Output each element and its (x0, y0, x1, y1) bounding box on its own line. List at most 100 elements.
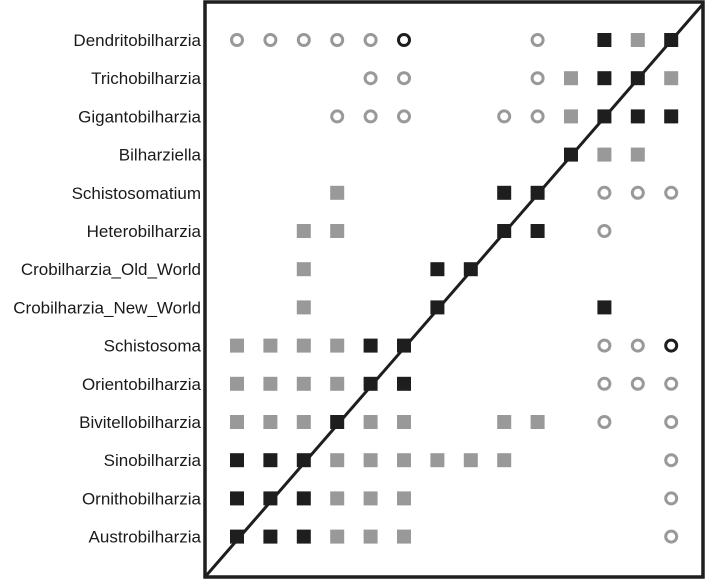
gray-ring-mark (597, 338, 612, 353)
gray-square-mark (330, 338, 345, 353)
taxon-label: Orientobilharzia (82, 375, 202, 394)
black-square-mark (230, 529, 244, 544)
gray-ring-mark (363, 109, 378, 124)
gray-square-mark (564, 109, 578, 124)
gray-ring-mark (630, 376, 645, 391)
gray-square-mark (664, 71, 679, 86)
gray-square-mark (263, 415, 278, 429)
gray-square-mark (263, 338, 278, 353)
black-square-mark (263, 529, 278, 544)
black-square-mark (296, 529, 311, 544)
black-square-mark (597, 71, 612, 86)
gray-square-mark (630, 33, 645, 47)
gray-ring-mark (630, 338, 645, 353)
gray-ring-mark (497, 109, 512, 124)
gray-square-mark (330, 185, 345, 200)
taxon-label: Schistosomatium (72, 184, 201, 203)
gray-ring-mark (397, 109, 411, 124)
gray-square-mark (296, 224, 311, 238)
gray-square-mark (430, 453, 445, 468)
taxon-label: Crobilharzia_New_World (13, 298, 201, 317)
gray-square-mark (564, 71, 578, 86)
gray-ring-mark (363, 71, 378, 86)
taxon-label: Schistosoma (104, 337, 202, 356)
gray-square-mark (263, 376, 278, 391)
gray-square-mark (296, 338, 311, 353)
gray-ring-mark (664, 453, 679, 468)
gray-ring-mark (530, 33, 545, 47)
gray-ring-mark (530, 71, 545, 86)
gray-square-mark (397, 529, 411, 544)
gray-square-mark (363, 529, 378, 544)
gray-ring-mark (597, 185, 612, 200)
taxon-label: Dendritobilharzia (73, 31, 201, 50)
gray-square-mark (363, 415, 378, 429)
black-square-mark (597, 300, 612, 315)
gray-square-mark (296, 415, 311, 429)
black-square-mark (296, 453, 311, 468)
black-square-mark (263, 453, 278, 468)
taxon-label: Bilharziella (119, 146, 202, 165)
black-square-mark (230, 491, 244, 506)
gray-square-mark (363, 453, 378, 468)
gray-square-mark (230, 376, 244, 391)
taxon-labels: Dendritobilharzia Trichobilharzia Gigantob… (13, 31, 201, 547)
gray-square-mark (497, 453, 512, 468)
gray-square-mark (330, 376, 345, 391)
gray-ring-mark (664, 491, 679, 506)
gray-square-mark (330, 529, 345, 544)
gray-square-mark (363, 491, 378, 506)
gray-square-mark (296, 300, 311, 315)
black-square-mark (497, 185, 512, 200)
gray-square-mark (296, 376, 311, 391)
gray-square-mark (530, 415, 545, 429)
black-square-mark (397, 376, 411, 391)
black-square-mark (530, 224, 545, 238)
black-square-mark (230, 453, 244, 468)
gray-square-mark (597, 147, 612, 162)
black-ring-mark (664, 338, 679, 353)
taxon-label: Heterobilharzia (87, 222, 202, 241)
gray-ring-mark (330, 109, 345, 124)
taxon-label: Austrobilharzia (89, 528, 202, 547)
black-square-mark (363, 338, 378, 353)
gray-square-mark (230, 415, 244, 429)
gray-square-mark (497, 415, 512, 429)
gray-square-mark (330, 224, 345, 238)
gray-ring-mark (664, 185, 679, 200)
gray-square-mark (463, 453, 478, 468)
gray-square-mark (230, 338, 244, 353)
gray-ring-mark (630, 185, 645, 200)
gray-ring-mark (263, 33, 278, 47)
gray-square-mark (397, 453, 411, 468)
taxon-label: Sinobilharzia (104, 451, 202, 470)
black-square-mark (597, 33, 612, 47)
black-square-mark (664, 109, 679, 124)
gray-square-mark (630, 147, 645, 162)
gray-ring-mark (597, 415, 612, 429)
matrix-frame (203, 0, 705, 579)
black-square-mark (630, 109, 645, 124)
gray-square-mark (330, 491, 345, 506)
diagonal-line (203, 3, 705, 578)
taxon-label: Bivitellobilharzia (79, 413, 201, 432)
black-square-mark (296, 491, 311, 506)
taxon-label: Crobilharzia_Old_World (21, 260, 201, 279)
gray-ring-mark (664, 376, 679, 391)
gray-ring-mark (530, 109, 545, 124)
gray-ring-mark (664, 415, 679, 429)
gray-ring-mark (664, 529, 679, 544)
black-ring-mark (397, 33, 411, 47)
gray-square-mark (397, 491, 411, 506)
gray-square-mark (296, 262, 311, 277)
gray-ring-mark (397, 71, 411, 86)
gray-ring-mark (296, 33, 311, 47)
taxon-label: Trichobilharzia (91, 69, 201, 88)
gray-square-mark (397, 415, 411, 429)
black-square-mark (330, 415, 345, 429)
gray-ring-mark (330, 33, 345, 47)
gray-ring-mark (230, 33, 244, 47)
gray-ring-mark (597, 224, 612, 238)
black-square-mark (263, 491, 278, 506)
taxon-label: Ornithobilharzia (82, 489, 202, 508)
